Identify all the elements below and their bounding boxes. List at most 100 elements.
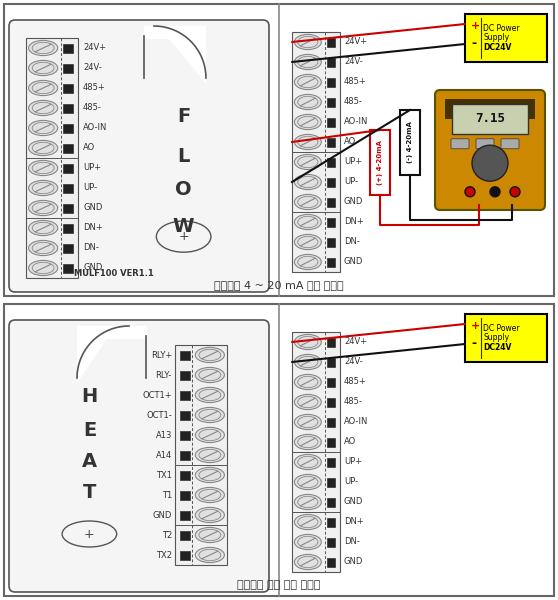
Ellipse shape xyxy=(28,160,57,176)
Text: AO-IN: AO-IN xyxy=(83,124,107,133)
Ellipse shape xyxy=(28,220,57,236)
Text: +: + xyxy=(179,230,189,243)
Text: DN-: DN- xyxy=(344,238,360,247)
Text: L: L xyxy=(177,146,190,166)
Text: 485-: 485- xyxy=(344,397,363,407)
Bar xyxy=(326,77,335,86)
FancyBboxPatch shape xyxy=(501,139,519,149)
Ellipse shape xyxy=(295,554,321,569)
Text: GND: GND xyxy=(83,203,102,212)
Text: AO: AO xyxy=(344,437,356,446)
Bar xyxy=(326,517,335,527)
Text: 24V-: 24V- xyxy=(83,64,102,73)
Text: A14: A14 xyxy=(156,451,172,460)
Ellipse shape xyxy=(28,61,57,76)
Bar xyxy=(180,511,190,520)
Ellipse shape xyxy=(195,547,224,563)
Bar xyxy=(326,217,335,226)
Text: OCT1-: OCT1- xyxy=(146,410,172,419)
Bar xyxy=(326,257,335,266)
Bar xyxy=(64,244,73,253)
Ellipse shape xyxy=(195,467,224,482)
Ellipse shape xyxy=(195,527,224,542)
Bar xyxy=(326,557,335,566)
Text: E: E xyxy=(83,421,96,439)
Bar xyxy=(180,350,190,359)
Circle shape xyxy=(490,187,500,197)
Text: DN+: DN+ xyxy=(344,217,364,226)
Text: RLY+: RLY+ xyxy=(151,350,172,359)
Polygon shape xyxy=(144,26,206,83)
Bar xyxy=(64,184,73,193)
Ellipse shape xyxy=(195,347,224,362)
Ellipse shape xyxy=(195,367,224,383)
Bar xyxy=(64,263,73,272)
Text: UP+: UP+ xyxy=(344,457,362,467)
Ellipse shape xyxy=(295,374,321,389)
Bar xyxy=(326,538,335,547)
Bar xyxy=(180,551,190,559)
Ellipse shape xyxy=(295,415,321,430)
Bar xyxy=(26,38,78,278)
Ellipse shape xyxy=(28,80,57,95)
Ellipse shape xyxy=(195,448,224,463)
Bar xyxy=(64,223,73,232)
Bar xyxy=(465,14,547,62)
Text: -: - xyxy=(471,337,476,350)
FancyBboxPatch shape xyxy=(476,139,494,149)
Ellipse shape xyxy=(28,241,57,256)
Text: AO: AO xyxy=(83,143,95,152)
Text: F: F xyxy=(177,107,190,127)
Bar xyxy=(292,332,340,572)
Circle shape xyxy=(465,187,475,197)
Bar xyxy=(445,100,535,119)
Text: DC24V: DC24V xyxy=(483,343,511,352)
Text: -: - xyxy=(471,37,476,50)
Ellipse shape xyxy=(295,175,321,190)
Ellipse shape xyxy=(195,427,224,443)
Text: 485+: 485+ xyxy=(344,77,367,86)
Ellipse shape xyxy=(195,487,224,503)
Text: 열에너지 측정 전선 터미널: 열에너지 측정 전선 터미널 xyxy=(237,580,321,590)
Bar xyxy=(326,238,335,247)
Ellipse shape xyxy=(295,454,321,470)
Text: GND: GND xyxy=(344,497,363,506)
Bar xyxy=(180,391,190,400)
Bar xyxy=(326,377,335,386)
Text: +: + xyxy=(471,321,480,331)
Bar xyxy=(64,43,73,52)
Text: DN+: DN+ xyxy=(83,223,103,232)
Bar xyxy=(326,178,335,187)
Ellipse shape xyxy=(295,134,321,149)
Bar xyxy=(64,83,73,92)
Text: AO-IN: AO-IN xyxy=(344,418,368,427)
FancyBboxPatch shape xyxy=(435,90,545,210)
Circle shape xyxy=(510,187,520,197)
Text: +: + xyxy=(84,527,95,541)
Bar xyxy=(326,437,335,446)
Text: +: + xyxy=(471,21,480,31)
Text: A13: A13 xyxy=(156,431,172,439)
Text: DN-: DN- xyxy=(83,244,99,253)
Text: UP+: UP+ xyxy=(344,157,362,166)
Ellipse shape xyxy=(28,121,57,136)
Text: W: W xyxy=(173,217,194,236)
Text: OCT1+: OCT1+ xyxy=(142,391,172,400)
Text: T2: T2 xyxy=(162,530,172,539)
Bar xyxy=(180,491,190,499)
FancyBboxPatch shape xyxy=(9,20,269,292)
Ellipse shape xyxy=(295,334,321,350)
Ellipse shape xyxy=(295,254,321,269)
Text: RLY-: RLY- xyxy=(156,370,172,379)
Text: 7.15: 7.15 xyxy=(475,112,505,125)
Text: T1: T1 xyxy=(162,491,172,499)
Bar xyxy=(64,103,73,113)
Bar xyxy=(326,397,335,407)
Text: GND: GND xyxy=(344,197,363,206)
Ellipse shape xyxy=(295,434,321,449)
Text: 485+: 485+ xyxy=(344,377,367,386)
Ellipse shape xyxy=(295,535,321,550)
Ellipse shape xyxy=(295,394,321,410)
Text: AO-IN: AO-IN xyxy=(344,118,368,127)
Text: 24V+: 24V+ xyxy=(344,37,367,46)
